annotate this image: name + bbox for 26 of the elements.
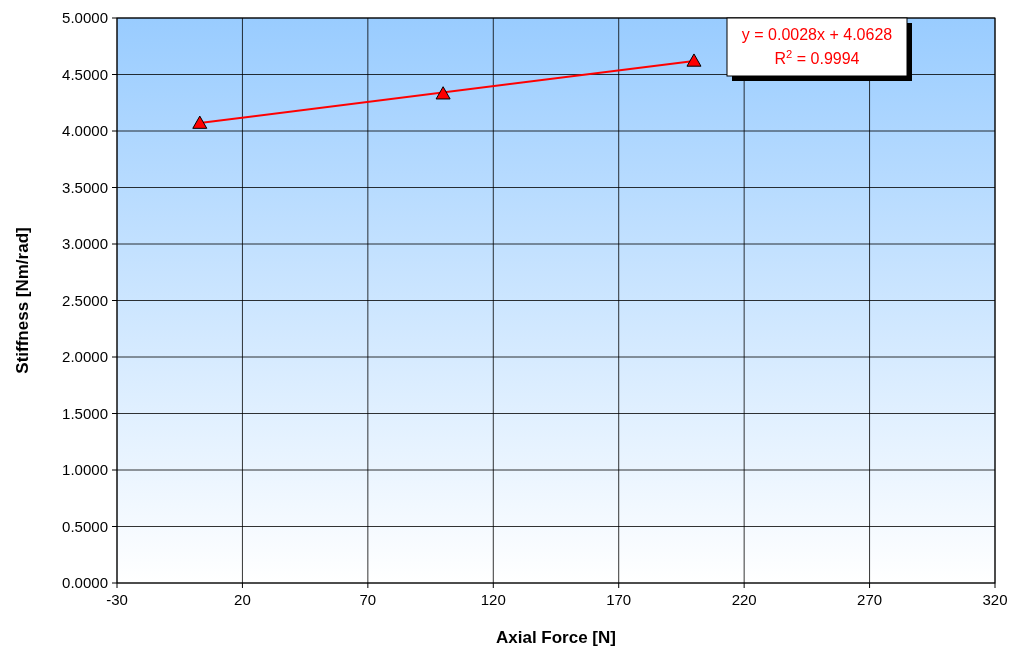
x-tick-label: 70 [359, 591, 377, 608]
y-tick-label: 2.0000 [62, 348, 108, 365]
y-tick-label: 3.0000 [62, 235, 108, 252]
point [435, 86, 451, 100]
x-axis-title: Axial Force [N] [496, 628, 616, 647]
annotation: y = 0.0028x + 4.0628 [741, 26, 893, 43]
x-tick-label: 320 [982, 591, 1008, 608]
point [686, 53, 702, 67]
x-tick-label: 220 [731, 591, 757, 608]
y-tick-label: 1.0000 [62, 461, 108, 478]
x-tick-label: 170 [606, 591, 632, 608]
y-tick-label: 4.0000 [62, 122, 108, 139]
y-tick-label: 2.5000 [62, 291, 108, 309]
y-tick-label: 5.0000 [62, 9, 108, 26]
x-tick-label: -30 [106, 591, 128, 608]
x-tick-label: 120 [480, 591, 506, 608]
y-tick-label: 1.5000 [62, 404, 108, 422]
x-tick-label: 20 [234, 591, 251, 608]
y-tick-label: 0.5000 [62, 517, 108, 535]
annotation: R$^{2}$ = 0.9994 [774, 48, 860, 67]
y-axis-title: Stiffness [Nm/rad] [13, 227, 32, 374]
y-tick-label: 4.5000 [62, 65, 108, 83]
x-tick-label: 270 [857, 591, 883, 608]
y-tick-label: 0.0000 [62, 574, 108, 591]
y-tick-label: 3.5000 [62, 178, 108, 196]
point [192, 115, 208, 129]
